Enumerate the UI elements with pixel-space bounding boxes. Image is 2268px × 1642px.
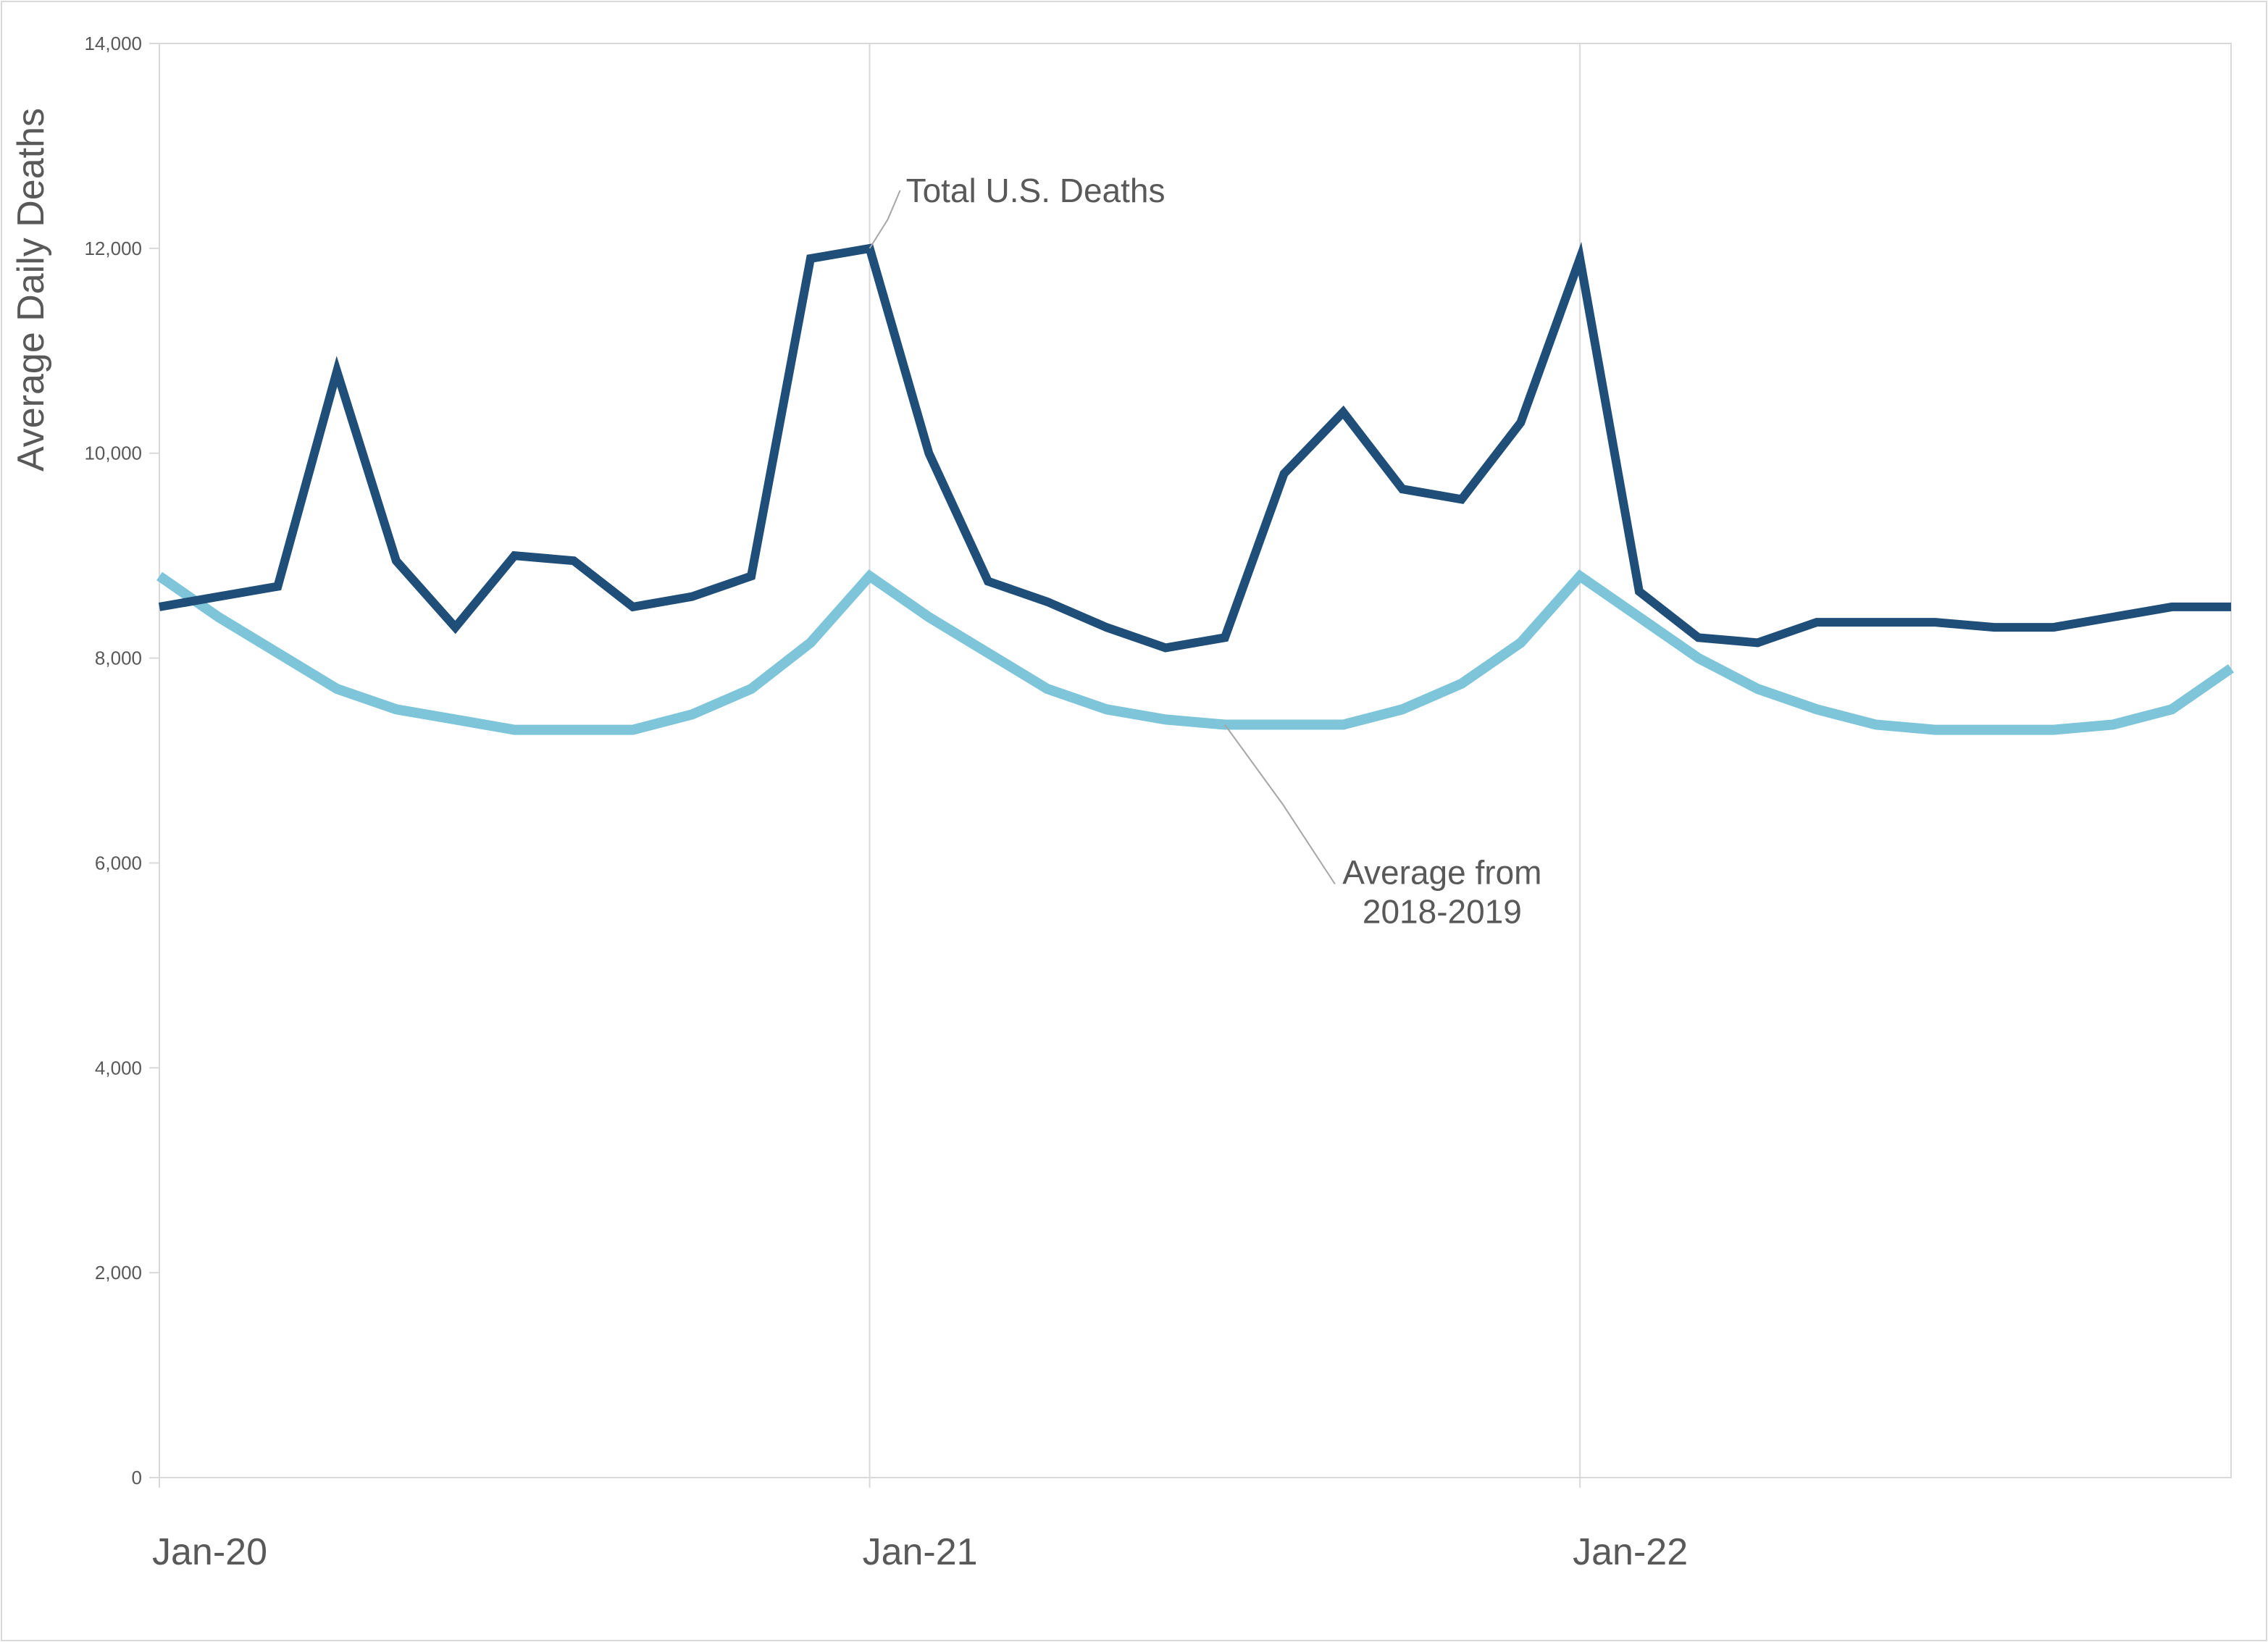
y-tick-label: 4,000: [95, 1057, 142, 1078]
x-tick-label: Jan-20: [152, 1531, 267, 1573]
y-tick-label: 2,000: [95, 1262, 142, 1283]
y-tick-label: 14,000: [84, 33, 142, 54]
y-tick-label: 10,000: [84, 443, 142, 464]
y-tick-label: 8,000: [95, 648, 142, 669]
x-tick-label: Jan-21: [863, 1531, 978, 1573]
x-tick-label: Jan-22: [1573, 1531, 1688, 1573]
y-tick-label: 12,000: [84, 238, 142, 259]
y-tick-label: 6,000: [95, 852, 142, 874]
series-label: Total U.S. Deaths: [906, 172, 1166, 209]
line-chart: 0 2,000 4,000 6,000 8,000 10,000 12,000 14,000 J…: [0, 0, 2268, 1642]
y-axis-title: Average Daily Deaths: [10, 108, 52, 472]
y-tick-label: 0: [132, 1467, 142, 1488]
chart-container: 0 2,000 4,000 6,000 8,000 10,000 12,000 14,000 J…: [0, 0, 2268, 1642]
